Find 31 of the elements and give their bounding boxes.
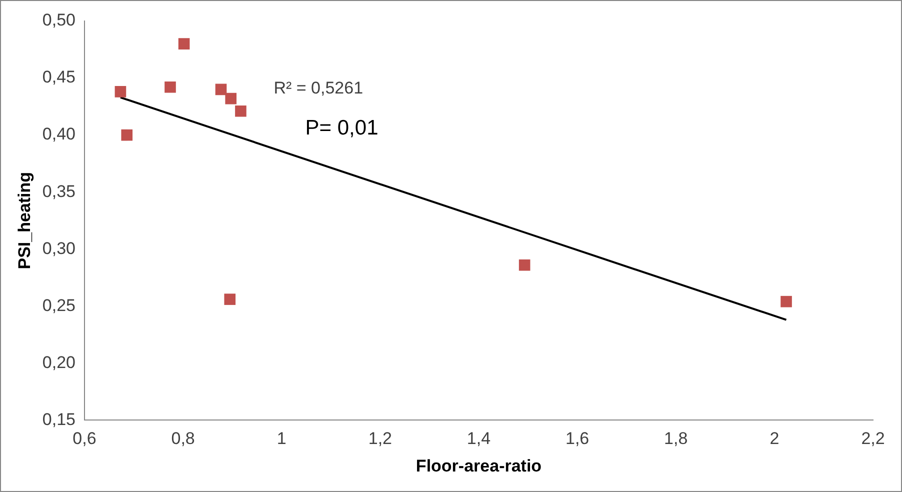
point [178,38,190,50]
point [121,129,133,141]
x-tick-label: 2 [770,429,780,448]
x-tick-label: 0,8 [171,429,195,448]
x-tick-label: 0,6 [72,429,96,448]
x-tick-label: 2,2 [861,429,885,448]
x-tick-label: 1,8 [664,429,688,448]
y-tick-label: 0,40 [42,124,76,144]
annotation: P= 0,01 [305,116,378,140]
point [164,81,176,93]
y-tick-label: 0,15 [42,410,76,429]
y-tick-label: 0,25 [42,296,76,315]
point [215,84,227,96]
y-tick-label: 0,45 [42,68,76,87]
x-tick-label: 1 [276,429,286,448]
x-tick-label: 1,2 [368,429,392,448]
point [780,296,792,308]
x-tick-label: 1,6 [565,429,590,448]
point [518,259,530,271]
y-tick-label: 0,30 [42,238,76,258]
y-axis-title: PSI_heating [14,172,34,270]
annotation: R² = 0,5261 [274,78,364,98]
y-tick-label: 0,20 [42,352,76,372]
point [224,294,236,305]
point [225,92,237,104]
x-axis-title: Floor-area-ratio [416,456,542,476]
x-tick-label: 1,4 [466,429,491,448]
y-tick-label: 0,35 [42,182,76,201]
y-tick-label: 0,50 [42,10,76,30]
point [114,86,126,98]
point [235,105,246,117]
